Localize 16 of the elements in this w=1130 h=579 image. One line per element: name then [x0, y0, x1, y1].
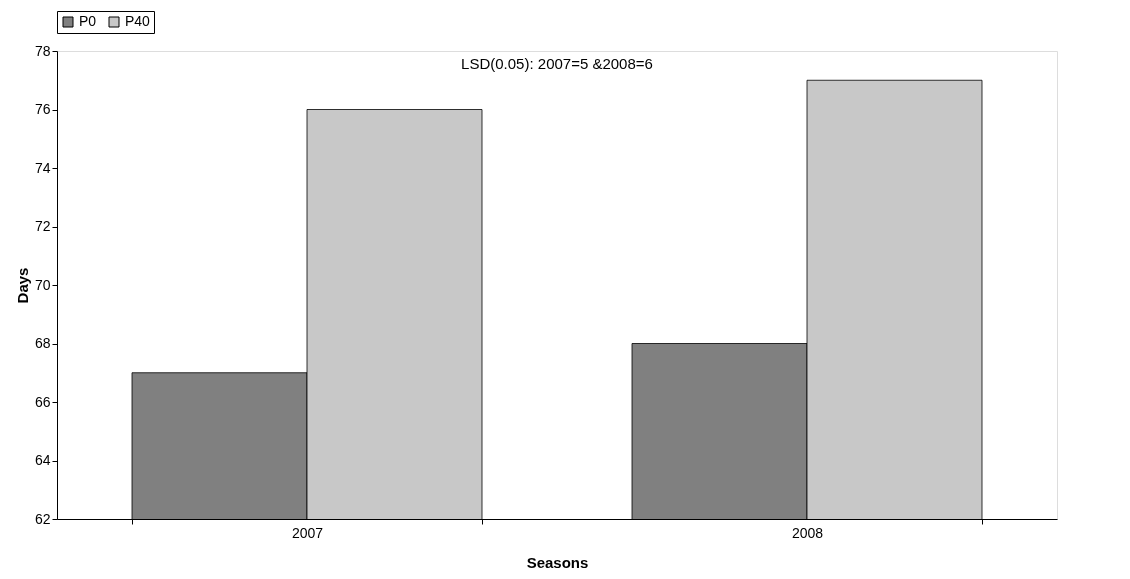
x-axis-title: Seasons — [526, 553, 589, 571]
x-tick-label: 2008 — [791, 524, 824, 541]
y-tick-label: 70 — [34, 276, 51, 293]
y-tick-label: 74 — [34, 159, 51, 176]
legend-label: P0 — [79, 13, 97, 29]
y-tick-label: 72 — [34, 218, 51, 234]
y-tick-label: 62 — [34, 510, 51, 527]
annotation: LSD(0.05): 2007=5 &2008=6 — [461, 55, 653, 72]
y-tick-label: 64 — [34, 452, 51, 468]
y-tick-label: 78 — [34, 42, 51, 59]
y-axis-title: Days — [13, 267, 31, 304]
y-tick-label: 66 — [34, 393, 51, 410]
y-tick-label: 68 — [34, 335, 51, 351]
y-tick-label: 76 — [34, 101, 51, 117]
legend-label: P40 — [125, 13, 151, 29]
x-tick-label: 2007 — [291, 524, 324, 541]
